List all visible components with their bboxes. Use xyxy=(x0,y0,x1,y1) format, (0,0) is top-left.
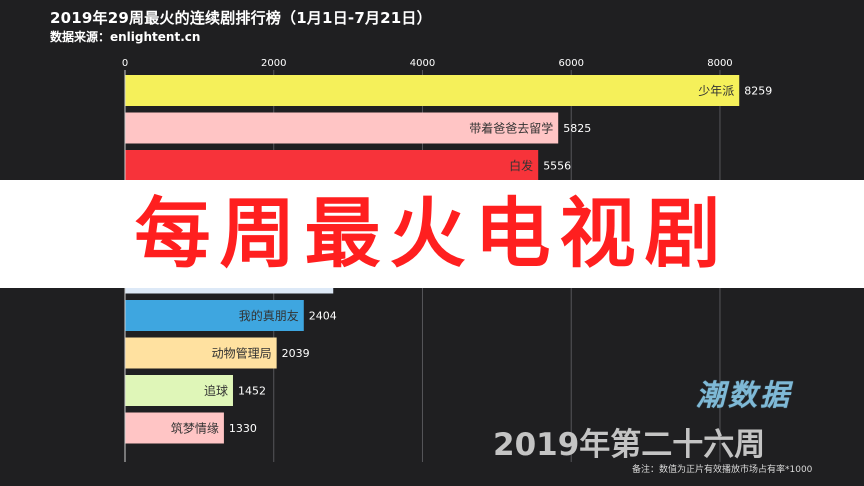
bar-category-label: 动物管理局 xyxy=(212,346,272,361)
x-tick-label: 8000 xyxy=(707,58,732,69)
x-tick-label: 4000 xyxy=(410,58,435,69)
bar-category-label: 追球 xyxy=(204,383,228,398)
bar xyxy=(125,412,224,444)
bar-value-label: 2039 xyxy=(282,347,310,360)
bar-category-label: 筑梦情缘 xyxy=(171,421,219,436)
brand-watermark: 潮数据 xyxy=(696,378,793,412)
bar-value-label: 8259 xyxy=(744,85,772,98)
x-tick-label: 0 xyxy=(122,58,128,69)
bar-category-label: 我的真朋友 xyxy=(239,308,299,323)
chart-title: 2019年29周最火的连续剧排行榜（1月1日-7月21日） xyxy=(50,9,432,27)
bar-value-label: 5825 xyxy=(563,122,591,135)
x-tick-label: 6000 xyxy=(558,58,583,69)
bar xyxy=(125,112,559,144)
x-tick-label: 2000 xyxy=(261,58,286,69)
bar xyxy=(125,375,233,406)
bar-category-label: 带着爸爸去留学 xyxy=(469,121,553,136)
footnote: 备注：数值为正片有效播放市场占有率*1000 xyxy=(632,465,813,475)
bar xyxy=(125,150,539,181)
bar-category-label: 少年派 xyxy=(698,84,734,98)
bar-value-label: 5556 xyxy=(543,160,571,173)
bar xyxy=(125,300,304,331)
overlay-banner: 每周最火电视剧 xyxy=(0,180,864,288)
bar-category-label: 白发 xyxy=(509,158,533,173)
overlay-banner-text: 每周最火电视剧 xyxy=(134,189,730,278)
bar-value-label: 1452 xyxy=(238,385,266,398)
bar xyxy=(125,337,277,369)
period-label: 2019年第二十六周 xyxy=(493,427,766,463)
bar-value-label: 1330 xyxy=(229,422,257,435)
bar-value-label: 2404 xyxy=(309,310,337,323)
data-source: 数据来源：enlightent.cn xyxy=(50,30,201,44)
bar xyxy=(125,75,740,106)
